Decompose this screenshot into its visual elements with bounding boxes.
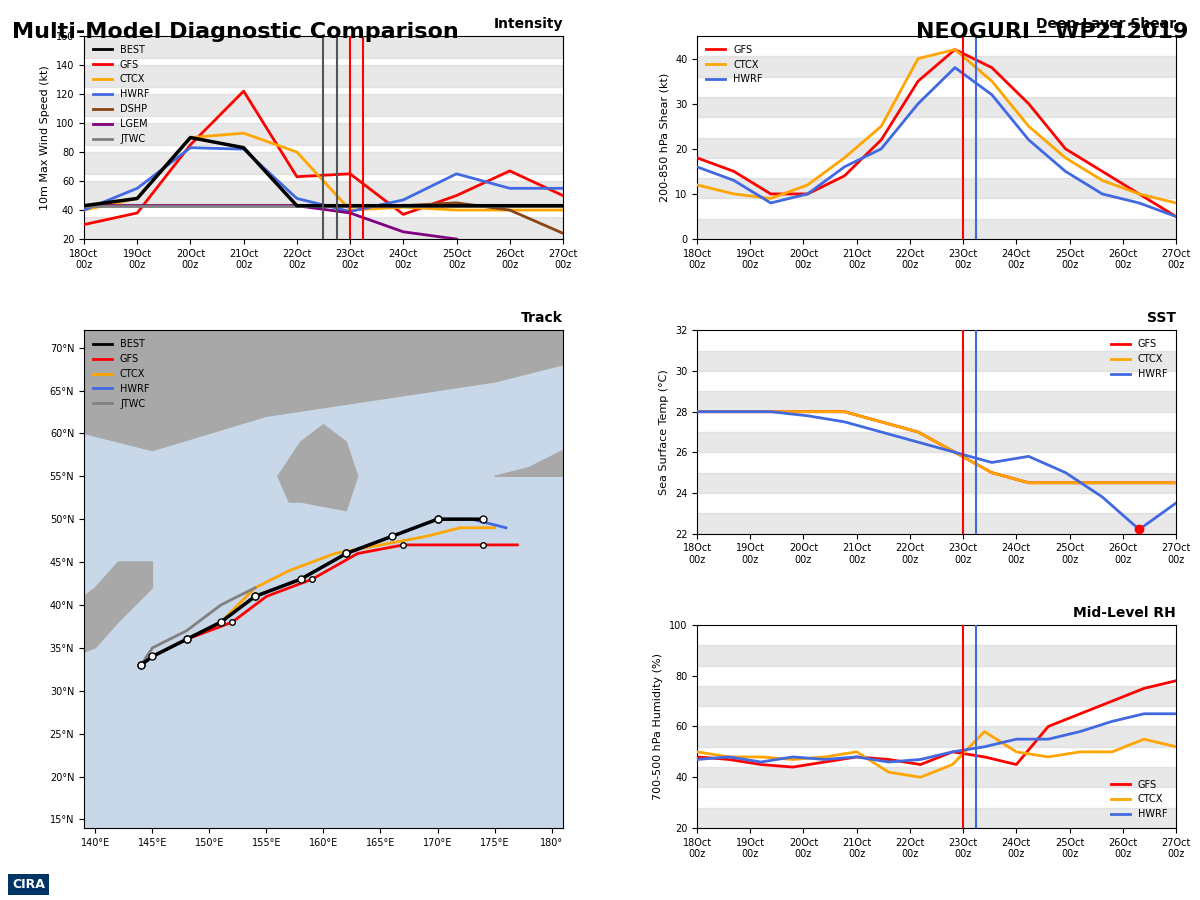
Legend: GFS, CTCX, HWRF: GFS, CTCX, HWRF: [702, 40, 767, 88]
Y-axis label: Sea Surface Temp (°C): Sea Surface Temp (°C): [659, 369, 670, 495]
Polygon shape: [494, 451, 563, 476]
Bar: [84, 123, 563, 145]
Bar: [697, 432, 1176, 453]
Bar: [697, 97, 1176, 117]
Polygon shape: [278, 425, 358, 510]
Bar: [84, 65, 563, 86]
Legend: BEST, GFS, CTCX, HWRF, JTWC: BEST, GFS, CTCX, HWRF, JTWC: [89, 336, 154, 412]
Bar: [697, 807, 1176, 828]
Bar: [84, 217, 563, 239]
Text: NEOGURI - WP212019: NEOGURI - WP212019: [916, 22, 1188, 42]
Bar: [697, 392, 1176, 411]
Text: Deep-Layer Shear: Deep-Layer Shear: [1036, 17, 1176, 31]
FancyBboxPatch shape: [80, 328, 566, 831]
Bar: [697, 57, 1176, 76]
Legend: BEST, GFS, CTCX, HWRF, DSHP, LGEM, JTWC: BEST, GFS, CTCX, HWRF, DSHP, LGEM, JTWC: [89, 40, 154, 148]
Polygon shape: [0, 562, 152, 682]
Bar: [84, 152, 563, 174]
Bar: [697, 645, 1176, 665]
Bar: [84, 181, 563, 202]
Text: SST: SST: [1147, 311, 1176, 325]
Legend: GFS, CTCX, HWRF: GFS, CTCX, HWRF: [1106, 776, 1171, 824]
Text: Track: Track: [521, 311, 563, 325]
Bar: [697, 178, 1176, 199]
Bar: [697, 513, 1176, 534]
Text: CIRA: CIRA: [12, 878, 44, 891]
Bar: [697, 219, 1176, 239]
Bar: [697, 351, 1176, 371]
Bar: [84, 94, 563, 116]
Y-axis label: 200-850 hPa Shear (kt): 200-850 hPa Shear (kt): [659, 73, 670, 203]
Bar: [84, 36, 563, 58]
Bar: [697, 726, 1176, 747]
Text: Mid-Level RH: Mid-Level RH: [1073, 606, 1176, 619]
Legend: GFS, CTCX, HWRF: GFS, CTCX, HWRF: [1106, 336, 1171, 382]
Y-axis label: 700-500 hPa Humidity (%): 700-500 hPa Humidity (%): [653, 653, 664, 800]
Text: Intensity: Intensity: [493, 17, 563, 31]
Bar: [697, 472, 1176, 493]
Bar: [697, 767, 1176, 788]
Y-axis label: 10m Max Wind Speed (kt): 10m Max Wind Speed (kt): [41, 65, 50, 210]
Bar: [697, 138, 1176, 157]
Bar: [697, 686, 1176, 706]
Polygon shape: [84, 330, 563, 451]
Text: Multi-Model Diagnostic Comparison: Multi-Model Diagnostic Comparison: [12, 22, 458, 42]
